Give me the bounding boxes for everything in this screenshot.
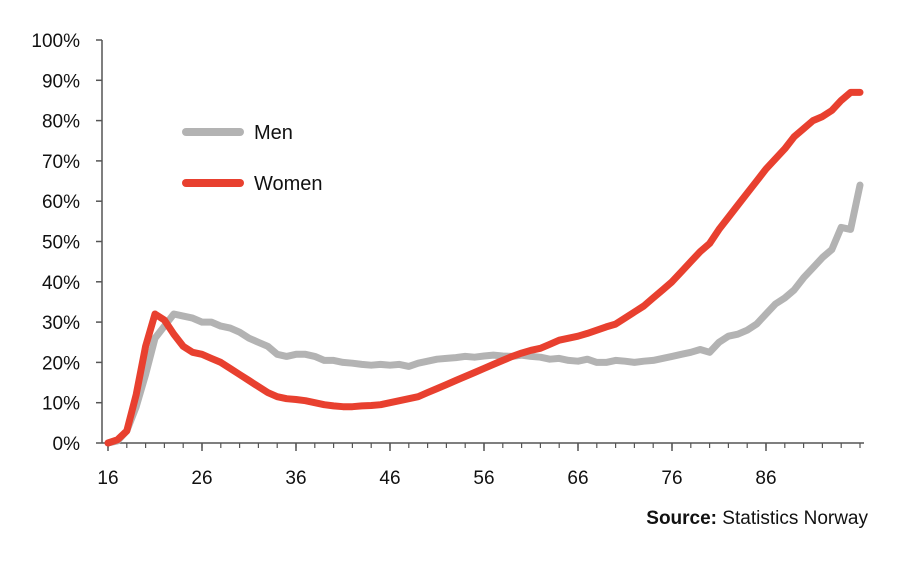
x-tick-label: 56 (473, 468, 494, 489)
y-tick-label: 40% (42, 273, 80, 294)
legend-label-women: Women (254, 173, 323, 195)
x-tick-label: 16 (97, 468, 118, 489)
y-tick-label: 20% (42, 353, 80, 374)
x-tick-label: 46 (379, 468, 400, 489)
axes: 0% 10% 20% 30% 40% 50% 60% 70% 80% 90% 100% 16 26 36 4… (31, 31, 864, 489)
series-line-women (104, 88, 864, 447)
y-tick-label: 100% (31, 31, 80, 52)
y-tick-label: 50% (42, 233, 80, 254)
series-line-men (104, 181, 864, 447)
legend: Men Women (182, 122, 323, 195)
y-tick-label: 80% (42, 112, 80, 133)
source-note: Source: Statistics Norway (646, 508, 868, 530)
y-tick-label: 70% (42, 152, 80, 173)
y-tick-label: 0% (53, 434, 81, 455)
source-text: Statistics Norway (722, 508, 868, 529)
y-tick-label: 60% (42, 192, 80, 213)
x-tick-label: 86 (755, 468, 776, 489)
legend-label-men: Men (254, 122, 293, 144)
y-tick-label: 10% (42, 394, 80, 415)
x-tick-label: 36 (285, 468, 306, 489)
series-lines (104, 88, 864, 447)
x-tick-label: 76 (661, 468, 682, 489)
source-prefix: Source: (646, 508, 718, 529)
y-tick-label: 30% (42, 313, 80, 334)
x-tick-label: 66 (567, 468, 588, 489)
y-tick-label: 90% (42, 71, 80, 92)
x-tick-label: 26 (191, 468, 212, 489)
